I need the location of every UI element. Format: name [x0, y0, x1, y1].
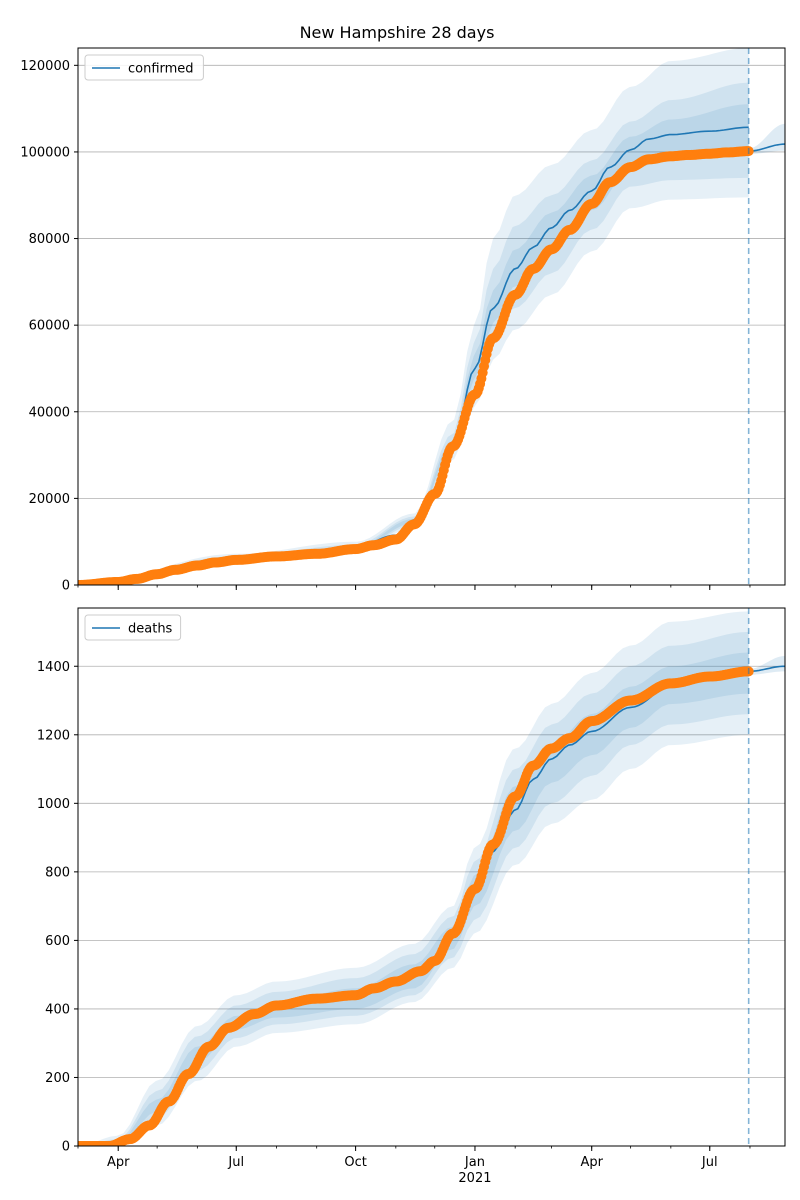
y-tick-label: 200 — [45, 1071, 70, 1086]
axes-frame — [77, 607, 786, 1147]
forecast-line-deaths — [748, 665, 785, 673]
x-tick-label: Jan — [464, 1155, 485, 1170]
legend-box — [84, 54, 204, 81]
uncertainty-band — [78, 48, 749, 585]
x-tick-label: Apr — [580, 1155, 603, 1170]
y-tick-label: 40000 — [29, 405, 70, 420]
plot-area — [78, 611, 785, 1146]
y-tick-label: 80000 — [29, 232, 70, 247]
y-tick-label: 1000 — [37, 797, 70, 812]
forecast-band — [748, 123, 785, 155]
x-tick-label: Apr — [107, 1155, 130, 1170]
x-year-label: 2021 — [458, 1171, 491, 1186]
y-tick-label: 800 — [45, 865, 70, 880]
y-tick-label: 0 — [62, 1140, 70, 1155]
panel-deaths: 0 200 400 600 800 1000 1200 1400 Apr Jul Oct Jan Apr… — [37, 607, 786, 1186]
observed-points — [78, 146, 754, 585]
axes-frame — [77, 47, 786, 586]
panels: 0 20000 40000 60000 80000 100000 120000 confirm… — [20, 47, 786, 1186]
legend-box — [84, 614, 182, 641]
figure-title: New Hampshire 28 days — [300, 23, 495, 42]
y-tick-label: 1200 — [37, 728, 70, 743]
y-tick-label: 400 — [45, 1002, 70, 1017]
observed-points — [78, 666, 754, 1146]
y-tick-label: 60000 — [29, 319, 70, 334]
x-tick-label: Jul — [227, 1155, 244, 1170]
forecast-line-confirmed — [748, 143, 785, 152]
legend: deaths — [84, 614, 182, 641]
x-tick-label: Jul — [701, 1155, 718, 1170]
y-tick-label: 120000 — [20, 59, 70, 74]
y-tick-label: 1400 — [37, 660, 70, 675]
y-tick-label: 20000 — [29, 492, 70, 507]
y-tick-label: 100000 — [20, 145, 70, 160]
legend-label: confirmed — [128, 62, 194, 77]
x-tick-label: Oct — [344, 1155, 366, 1170]
legend-label: deaths — [128, 622, 173, 637]
panel-confirmed: 0 20000 40000 60000 80000 100000 120000 confirm… — [20, 47, 786, 594]
y-tick-label: 600 — [45, 934, 70, 949]
legend: confirmed — [84, 54, 204, 81]
y-tick-label: 0 — [62, 579, 70, 594]
plot-area — [78, 48, 785, 585]
